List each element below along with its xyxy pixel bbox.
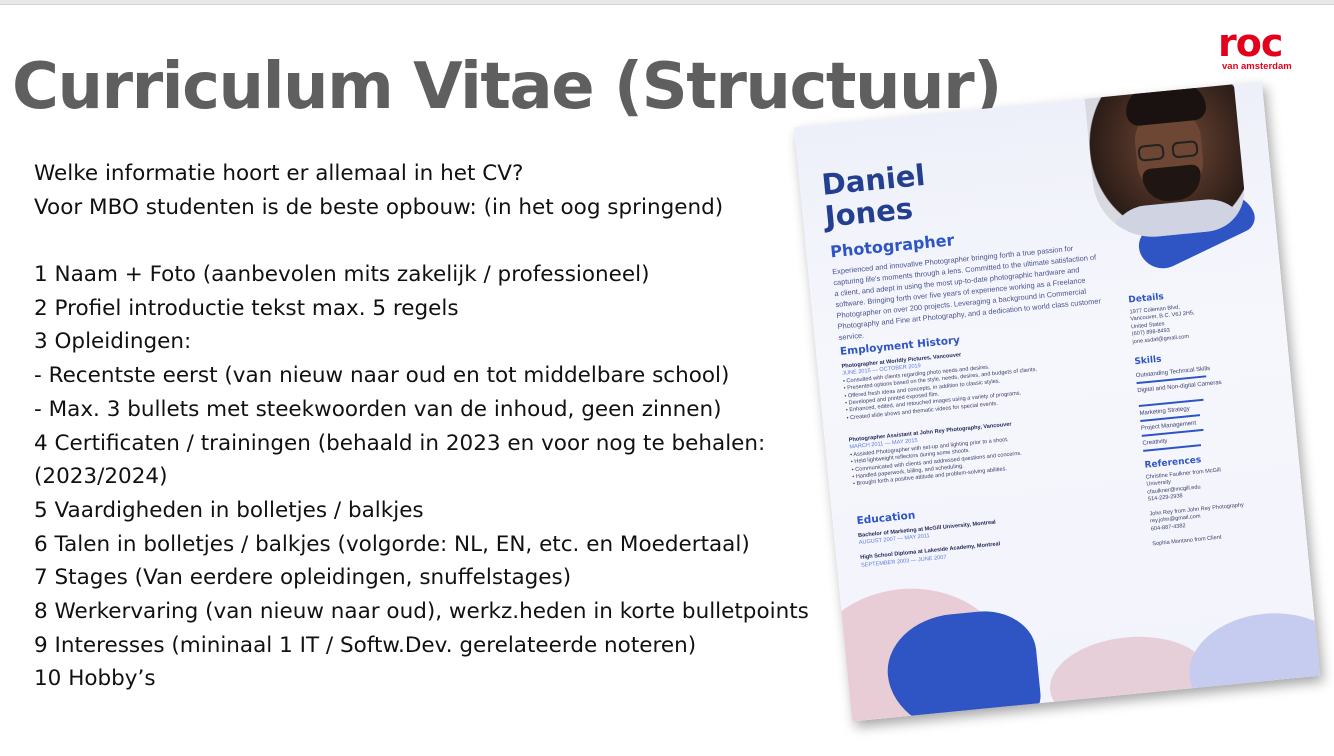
body-line: 6 Talen in bolletjes / balkjes (volgorde… <box>34 531 750 557</box>
body-line: - Max. 3 bullets met steekwoorden van de… <box>34 396 722 422</box>
body-line: 3 Opleidingen: <box>34 329 192 355</box>
body-line: Welke informatie hoort er allemaal in he… <box>34 161 524 186</box>
cv-example-image: Daniel Jones Photographer Experienced an… <box>793 81 1321 722</box>
top-border <box>0 0 1334 5</box>
cv-education-heading: Education <box>856 509 916 528</box>
body-line: 5 Vaardigheden in bolletjes / balkjes <box>34 497 424 523</box>
cv-job2: Photographer Assistant at John Rey Photo… <box>849 411 1123 489</box>
cv-details-heading: Details <box>1128 292 1165 306</box>
body-line: 7 Stages (Van eerdere opleidingen, snuff… <box>34 565 572 591</box>
body-line: 9 Interesses (mininaal 1 IT / Softw.Dev.… <box>34 632 697 658</box>
body-line: (2023/2024) <box>34 464 168 490</box>
slide-body: Welke informatie hoort er allemaal in he… <box>34 157 809 696</box>
cv-name: Daniel Jones <box>820 158 930 234</box>
body-line: 8 Werkervaring (van nieuw naar oud), wer… <box>34 598 809 624</box>
body-line: - Recentste eerst (van nieuw naar oud en… <box>34 363 730 389</box>
body-line: Voor MBO studenten is de beste opbouw: (… <box>34 194 724 220</box>
cv-references-heading: References <box>1144 455 1202 471</box>
cv-references: Christine Faulkner from McGill Universit… <box>1145 467 1245 548</box>
logo-word: roc <box>1218 21 1283 65</box>
body-line: 4 Certificaten / trainingen (behaald in … <box>34 430 766 456</box>
cv-decor-blob <box>1184 606 1321 722</box>
cv-details: 1977 Coleman Blvd, Vancouver, B.C. V6J 2… <box>1129 304 1195 345</box>
cv-skills-heading: Skills <box>1134 354 1162 368</box>
body-line: 10 Hobby’s <box>34 666 156 692</box>
body-line: 2 Profiel introductie tekst max. 5 regel… <box>34 295 459 321</box>
cv-portrait-photo <box>1084 81 1248 243</box>
logo-subtitle: van amsterdam <box>1222 61 1292 72</box>
body-line <box>34 224 809 258</box>
roc-logo: roc van amsterdam <box>1218 21 1298 74</box>
slide-title: Curriculum Vitae (Structuur) <box>12 50 1002 124</box>
body-line: 1 Naam + Foto (aanbevolen mits zakelijk … <box>34 262 650 288</box>
